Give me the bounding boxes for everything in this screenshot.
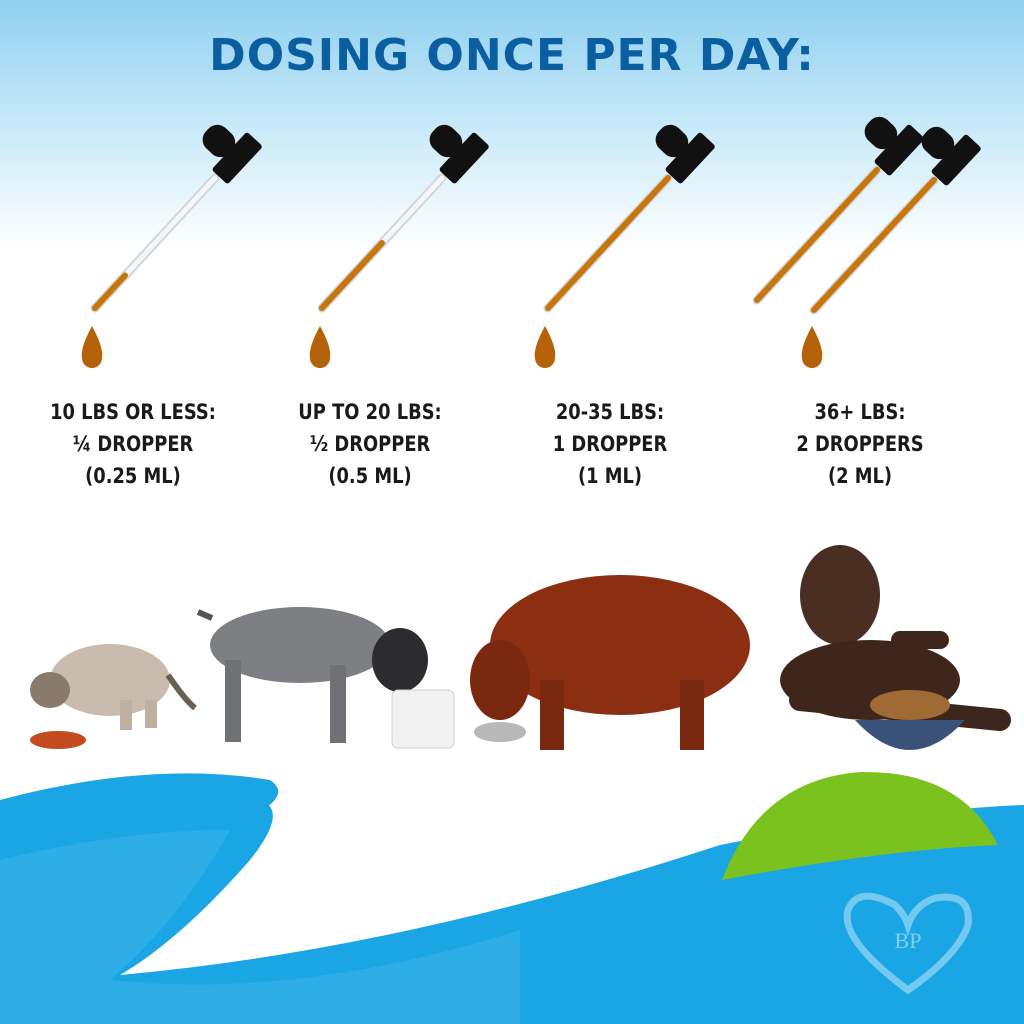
oil-drop-icon bbox=[534, 326, 556, 368]
spotted-dog-drinking bbox=[196, 607, 455, 749]
dose-amount: 2 DROPPERS bbox=[796, 432, 924, 456]
dose-weight: 10 LBS OR LESS: bbox=[50, 400, 216, 424]
svg-text:BP: BP bbox=[895, 928, 922, 953]
green-hill bbox=[722, 771, 998, 880]
dose-volume: (1 ML) bbox=[577, 464, 643, 488]
dropper-icon bbox=[757, 103, 925, 300]
dose-amount: 1 DROPPER bbox=[552, 432, 668, 456]
dropper-icon bbox=[814, 113, 982, 310]
dose-weight: 36+ LBS: bbox=[814, 400, 906, 424]
dose-weight: UP TO 20 LBS: bbox=[298, 400, 442, 424]
oil-drop-icon bbox=[309, 326, 331, 368]
dose-2: UP TO 20 LBS: ½ DROPPER (0.5 ML) bbox=[250, 396, 490, 492]
dose-4: 36+ LBS: 2 DROPPERS (2 ML) bbox=[740, 396, 980, 492]
red-setter-eating bbox=[470, 575, 750, 750]
dose-amount: ½ DROPPER bbox=[309, 432, 431, 456]
dose-volume: (0.25 ML) bbox=[85, 464, 181, 488]
dropper-icon bbox=[322, 111, 490, 308]
lab-with-bowl bbox=[780, 545, 1011, 750]
dose-volume: (2 ML) bbox=[827, 464, 893, 488]
dropper-icon bbox=[95, 111, 263, 308]
dose-1: 10 LBS OR LESS: ¼ DROPPER (0.25 ML) bbox=[13, 396, 253, 492]
dose-amount: ¼ DROPPER bbox=[72, 432, 194, 456]
dose-3: 20-35 LBS: 1 DROPPER (1 ML) bbox=[490, 396, 730, 492]
cat-eating bbox=[30, 644, 197, 749]
heart-cat-dog-logo: BP bbox=[843, 892, 972, 995]
oil-drop-icon bbox=[81, 326, 103, 368]
dose-volume: (0.5 ML) bbox=[328, 464, 412, 488]
dropper-icon bbox=[548, 111, 716, 308]
page-title: DOSING ONCE PER DAY: bbox=[209, 30, 815, 81]
dose-weight: 20-35 LBS: bbox=[555, 400, 665, 424]
oil-drop-icon bbox=[801, 326, 823, 368]
